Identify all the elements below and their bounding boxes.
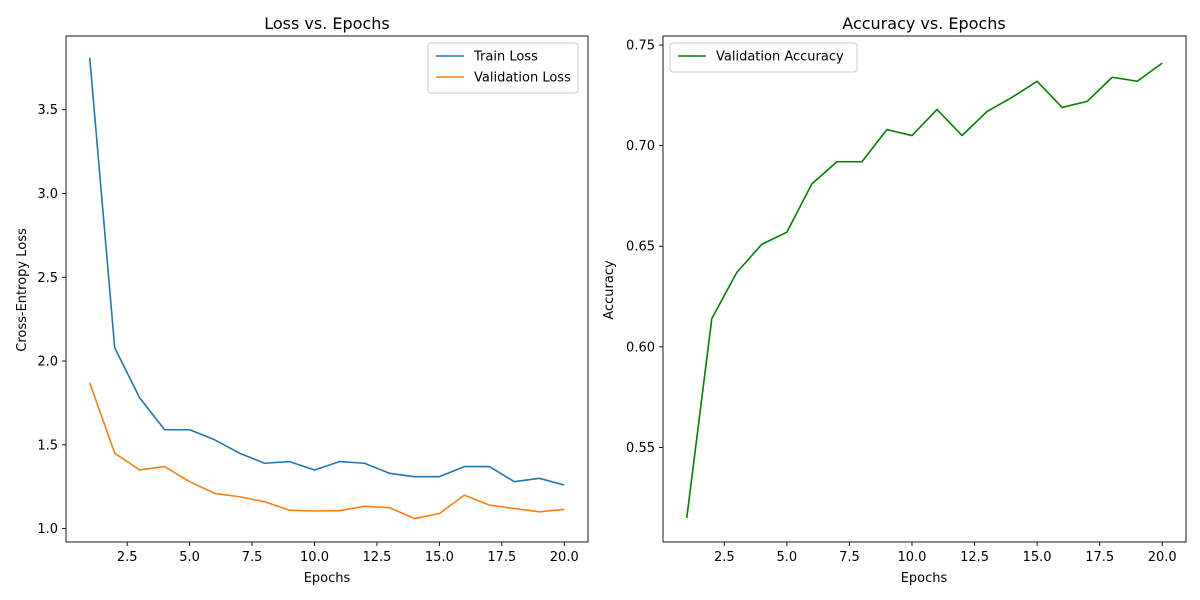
accuracy-x-tick-label: 17.5 — [1085, 550, 1114, 565]
loss-x-tick-label: 12.5 — [362, 550, 391, 565]
accuracy-y-tick-label: 0.60 — [626, 340, 655, 355]
loss-x-tick-label: 10.0 — [300, 550, 329, 565]
loss-y-tick-label: 3.0 — [37, 187, 58, 202]
accuracy-y-tick-label: 0.65 — [626, 240, 655, 255]
accuracy-y-tick-label: 0.55 — [626, 441, 655, 456]
loss-y-tick-label: 2.0 — [37, 355, 58, 370]
loss-legend-label-0: Train Loss — [473, 50, 538, 65]
accuracy-chart-xlabel: Epochs — [901, 571, 948, 586]
accuracy-x-tick-label: 5.0 — [777, 550, 798, 565]
loss-y-tick-label: 2.5 — [37, 271, 58, 286]
accuracy-series-line-0 — [685, 62, 1163, 518]
loss-x-tick-label: 17.5 — [487, 550, 516, 565]
accuracy-y-tick-label: 0.70 — [626, 139, 655, 154]
accuracy-x-tick-label: 10.0 — [898, 550, 927, 565]
accuracy-legend-label-0: Validation Accuracy — [716, 50, 844, 65]
accuracy-x-tick-label: 12.5 — [960, 550, 989, 565]
loss-series-line-0 — [88, 57, 565, 486]
accuracy-x-tick-label: 2.5 — [714, 550, 735, 565]
loss-y-tick-label: 1.5 — [37, 438, 58, 453]
accuracy-chart-title: Accuracy vs. Epochs — [842, 14, 1005, 33]
loss-x-tick-label: 15.0 — [425, 550, 454, 565]
loss-x-tick-label: 2.5 — [117, 550, 138, 565]
accuracy-chart-ylabel: Accuracy — [602, 260, 617, 320]
loss-x-tick-label: 20.0 — [550, 550, 579, 565]
loss-y-tick-label: 3.5 — [37, 103, 58, 118]
accuracy-x-tick-label: 7.5 — [839, 550, 860, 565]
loss-series-line-1 — [88, 382, 565, 520]
loss-legend-label-1: Validation Loss — [474, 71, 571, 86]
loss-legend-box — [427, 42, 579, 94]
loss-chart: Loss vs. Epochs Epochs Cross-Entropy Los… — [15, 14, 589, 586]
loss-chart-xlabel: Epochs — [304, 571, 351, 586]
loss-plot-frame — [65, 35, 589, 543]
loss-x-tick-label: 7.5 — [242, 550, 263, 565]
accuracy-plot-frame — [662, 35, 1187, 543]
loss-y-tick-label: 1.0 — [37, 522, 58, 537]
accuracy-chart: Accuracy vs. Epochs Epochs Accuracy 2.5 5… — [602, 14, 1187, 586]
accuracy-legend-box — [669, 42, 858, 73]
loss-chart-ylabel: Cross-Entropy Loss — [15, 228, 30, 352]
accuracy-x-tick-label: 15.0 — [1023, 550, 1052, 565]
accuracy-x-tick-label: 20.0 — [1148, 550, 1177, 565]
loss-chart-title: Loss vs. Epochs — [264, 14, 389, 33]
accuracy-y-tick-label: 0.75 — [626, 39, 655, 54]
loss-x-tick-label: 5.0 — [179, 550, 200, 565]
